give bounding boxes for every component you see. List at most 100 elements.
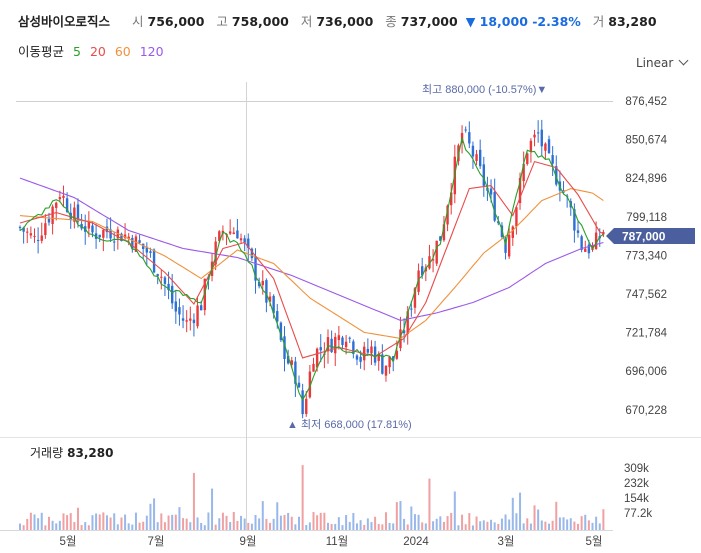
volume-bar xyxy=(381,524,384,530)
volume-bar xyxy=(207,512,210,530)
candle-body xyxy=(334,336,337,354)
volume-bar xyxy=(573,521,576,530)
volume-bar xyxy=(102,512,105,530)
candle-body xyxy=(105,226,109,233)
candle-body xyxy=(22,227,25,232)
volume-bar xyxy=(167,515,170,530)
volume-bar xyxy=(160,513,163,530)
volume-bar xyxy=(595,516,598,530)
volume-bar xyxy=(221,512,224,530)
candle-body xyxy=(214,241,217,265)
current-price-label: 787,000 xyxy=(622,230,666,244)
candle-body xyxy=(33,235,36,237)
volume-bar xyxy=(569,518,572,530)
candle-body xyxy=(174,301,178,312)
volume-bar xyxy=(37,518,40,530)
volume-bar xyxy=(548,523,551,530)
volume-bar xyxy=(500,518,503,530)
volume-bar xyxy=(348,521,351,530)
candle-body xyxy=(373,346,377,363)
volume-bar xyxy=(337,517,340,530)
volume-bar xyxy=(384,512,387,530)
volume-bar xyxy=(91,515,94,530)
volume-bar xyxy=(109,517,112,530)
volume-bar xyxy=(504,514,507,530)
x-tick-label: 11월 xyxy=(326,535,349,548)
volume-bar xyxy=(192,472,195,530)
volume-title-value: 83,280 xyxy=(67,446,114,460)
volume-bar xyxy=(432,521,435,530)
volume-bar xyxy=(69,513,72,530)
candle-body xyxy=(515,207,518,227)
volume-bar xyxy=(98,514,101,530)
volume-bar xyxy=(301,465,304,530)
candle-body xyxy=(286,355,290,364)
ma-label: 이동평균 xyxy=(18,44,65,59)
candle-body xyxy=(544,143,547,151)
candle-body xyxy=(359,356,362,362)
volume-bar xyxy=(232,512,235,530)
candle-body xyxy=(587,244,591,254)
volume-bar xyxy=(84,522,87,530)
volume-bar xyxy=(493,522,496,530)
candle-body xyxy=(109,229,112,239)
volume-bar xyxy=(490,519,493,530)
y-tick-label: 876,452 xyxy=(625,96,667,108)
candle-body xyxy=(344,341,348,348)
volume-bar xyxy=(377,523,380,530)
candle-body xyxy=(294,361,297,384)
candle-body xyxy=(352,341,355,354)
candle-body xyxy=(482,164,486,186)
candle-body xyxy=(348,337,351,339)
volume-bar xyxy=(486,521,489,530)
volume-bar xyxy=(403,518,406,530)
candle-body xyxy=(163,277,167,284)
volume-bar xyxy=(138,522,141,530)
candle-body xyxy=(507,234,511,257)
candle-body xyxy=(370,346,373,354)
low-annotation: ▲ 최저 668,000 (17.81%) xyxy=(287,418,412,431)
candle-body xyxy=(402,330,406,334)
candle-body xyxy=(44,223,47,236)
candle-body xyxy=(522,163,525,182)
volume-bar xyxy=(47,516,50,530)
volume-bar xyxy=(399,501,402,530)
candle-body xyxy=(493,191,496,221)
candle-body xyxy=(181,318,185,321)
stock-name: 삼성바이오로직스 xyxy=(18,14,111,29)
candle-body xyxy=(232,232,235,234)
moving-average-legend: 이동평균 5 20 60 120 xyxy=(18,41,169,60)
candle-body xyxy=(189,318,192,321)
candle-body xyxy=(65,198,69,212)
volume-bar xyxy=(40,512,43,530)
x-tick-label: 5월 xyxy=(586,535,603,548)
volume-bar xyxy=(58,520,61,530)
candle-body xyxy=(446,205,449,225)
volume-bar xyxy=(200,522,203,530)
scale-selector[interactable]: Linear xyxy=(636,55,689,70)
candle-body xyxy=(540,129,543,147)
candle-body xyxy=(55,202,58,208)
volume-bar xyxy=(522,523,525,530)
candle-body xyxy=(272,295,275,314)
high-label: 고 xyxy=(216,14,228,29)
volume-bar xyxy=(236,520,239,530)
volume-bar xyxy=(105,515,108,530)
volume-bars-group xyxy=(19,465,605,530)
volume-title: 거래량 83,280 xyxy=(30,444,113,461)
volume-bar xyxy=(345,514,348,530)
candle-body xyxy=(406,311,409,334)
volume-bar xyxy=(413,514,416,530)
candle-body xyxy=(442,224,446,241)
volume-bar xyxy=(450,512,453,530)
candle-body xyxy=(26,231,29,233)
volume-bar xyxy=(319,512,322,530)
y-tick-label: 824,896 xyxy=(625,173,667,185)
candle-body xyxy=(315,348,319,368)
volume-bar xyxy=(250,523,253,530)
volume-bar xyxy=(529,523,532,530)
volume-bar xyxy=(134,512,137,530)
volume-bar xyxy=(388,522,391,530)
volume-bar xyxy=(584,514,587,530)
